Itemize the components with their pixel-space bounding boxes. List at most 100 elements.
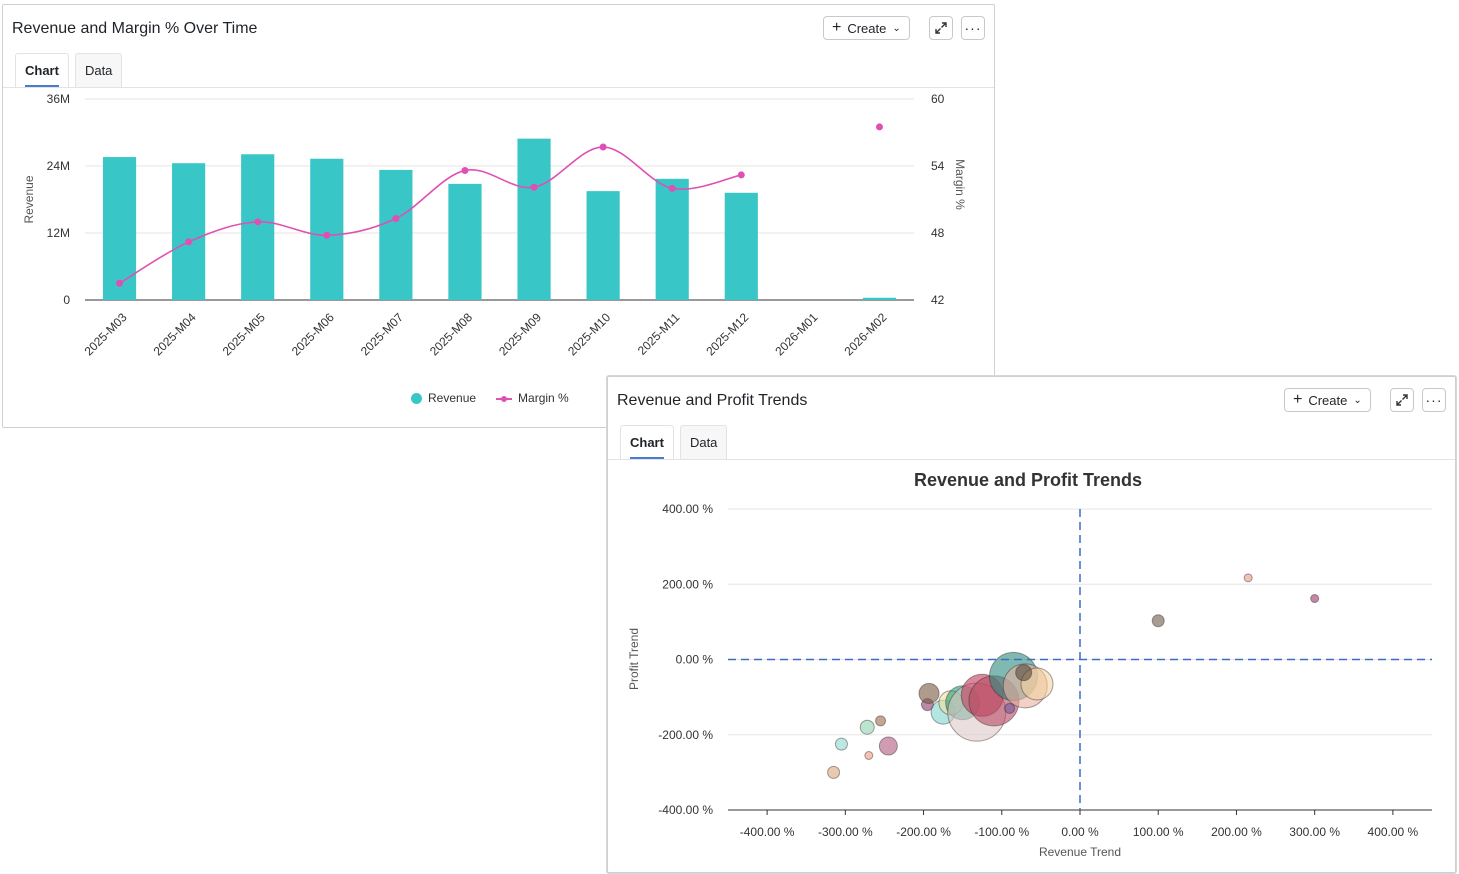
chart-title: Revenue and Profit Trends	[914, 470, 1142, 490]
tab-data[interactable]: Data	[74, 53, 123, 87]
tab-data-label: Data	[84, 63, 113, 78]
more-button[interactable]: ···	[961, 16, 985, 40]
tab-data[interactable]: Data	[679, 425, 728, 459]
margin-swatch	[496, 393, 513, 404]
y-tick-label: 24M	[47, 159, 70, 173]
data-bubble	[1243, 573, 1253, 583]
x-tick-label: 100.00 %	[1133, 825, 1184, 839]
y-tick-label: 12M	[47, 226, 70, 240]
create-button[interactable]: + Create ⌄	[823, 16, 910, 40]
margin-point	[392, 214, 400, 222]
revenue-bar	[379, 169, 413, 300]
legend-item-margin[interactable]: Margin %	[496, 391, 569, 405]
x-tick-label: 2025-M06	[289, 310, 337, 358]
revenue-bar	[241, 154, 275, 300]
y2-tick-label: 54	[931, 159, 945, 173]
revenue-bar	[517, 138, 551, 300]
revenue-margin-panel: Revenue and Margin % Over Time + Create …	[2, 4, 995, 428]
data-bubble	[834, 737, 848, 751]
plus-icon: +	[1293, 391, 1303, 408]
revenue-profit-panel: Revenue and Profit Trends + Create ⌄ ···…	[607, 376, 1456, 873]
x-tick-label: 2025-M03	[82, 310, 130, 358]
tab-divider	[3, 87, 994, 88]
revenue-bar	[862, 297, 897, 300]
data-bubble	[875, 715, 887, 727]
data-bubble	[827, 765, 841, 779]
create-label: Create	[847, 20, 887, 36]
data-bubble	[918, 682, 940, 704]
x-tick-label: 2026-M02	[841, 310, 889, 358]
revenue-bar	[172, 163, 206, 300]
revenue-bar	[102, 157, 137, 300]
margin-point	[530, 183, 538, 191]
x-axis-title: Revenue Trend	[1039, 845, 1121, 859]
expand-icon	[935, 22, 947, 34]
x-tick-label: 2025-M09	[496, 310, 544, 358]
y-axis-title: Profit Trend	[627, 628, 641, 690]
y2-axis-title: Margin %	[953, 159, 967, 210]
data-bubble	[859, 719, 875, 735]
tab-bar: Chart Data	[620, 425, 733, 459]
y-tick-label: 200.00 %	[662, 577, 713, 591]
more-icon: ···	[964, 20, 982, 36]
margin-line	[119, 146, 742, 284]
tab-chart[interactable]: Chart	[620, 425, 674, 459]
legend-item-revenue[interactable]: Revenue	[411, 391, 476, 405]
plus-icon: +	[832, 19, 842, 36]
chevron-down-icon: ⌄	[892, 22, 901, 34]
expand-button[interactable]	[929, 16, 953, 40]
tab-chart-label: Chart	[630, 435, 664, 450]
y-tick-label: 400.00 %	[662, 502, 713, 516]
x-tick-label: 200.00 %	[1211, 825, 1262, 839]
x-tick-label: 2025-M08	[427, 310, 475, 358]
tab-chart[interactable]: Chart	[15, 53, 69, 87]
legend-label-margin: Margin %	[518, 391, 569, 405]
x-tick-label: -400.00 %	[740, 825, 795, 839]
margin-point	[461, 166, 469, 174]
y-tick-label: 0	[63, 293, 70, 307]
data-bubble	[864, 750, 874, 760]
margin-point	[668, 184, 676, 192]
y2-tick-label: 60	[931, 92, 945, 106]
margin-point	[185, 238, 193, 246]
x-tick-label: 300.00 %	[1289, 825, 1340, 839]
x-tick-label: 400.00 %	[1368, 825, 1419, 839]
revenue-bar	[724, 192, 758, 300]
more-icon: ···	[1425, 392, 1443, 408]
x-tick-label: 2025-M11	[635, 310, 683, 358]
x-tick-label: 2025-M04	[151, 310, 199, 358]
margin-point	[599, 143, 607, 151]
x-tick-label: 2025-M07	[358, 310, 406, 358]
data-bubble	[1015, 664, 1033, 682]
active-tab-indicator	[25, 85, 59, 87]
y2-tick-label: 42	[931, 293, 945, 307]
tab-divider	[608, 459, 1455, 460]
expand-button[interactable]	[1390, 388, 1414, 412]
y-tick-label: -400.00 %	[658, 803, 713, 817]
chart-legend: Revenue Margin %	[411, 391, 569, 405]
panel-title: Revenue and Margin % Over Time	[12, 20, 258, 37]
x-tick-label: -300.00 %	[818, 825, 873, 839]
x-tick-label: 2025-M10	[565, 310, 613, 358]
expand-icon	[1396, 394, 1408, 406]
bubble-chart: Revenue and Profit Trends -400.00 % -200.0…	[627, 470, 1432, 859]
more-button[interactable]: ···	[1422, 388, 1446, 412]
revenue-bar	[310, 158, 344, 300]
tab-data-label: Data	[689, 435, 718, 450]
y-tick-label: 36M	[47, 92, 70, 106]
margin-point	[875, 123, 883, 131]
data-bubble	[1310, 594, 1320, 604]
data-bubble	[1151, 614, 1165, 628]
create-button[interactable]: + Create ⌄	[1284, 388, 1371, 412]
chevron-down-icon: ⌄	[1353, 394, 1362, 406]
active-tab-indicator	[630, 457, 664, 459]
revenue-bar	[655, 178, 689, 300]
margin-point	[737, 171, 745, 179]
x-tick-label: 0.00 %	[1061, 825, 1099, 839]
y-tick-label: -200.00 %	[658, 728, 713, 742]
revenue-swatch	[411, 392, 422, 404]
combo-chart: 0 12M 24M 36M 42 48 54 60 Revenue Margin % 2025-M0…	[22, 92, 967, 358]
x-tick-label: 2025-M05	[220, 310, 268, 358]
x-tick-label: 2025-M12	[703, 310, 751, 358]
x-tick-label: -100.00 %	[974, 825, 1029, 839]
